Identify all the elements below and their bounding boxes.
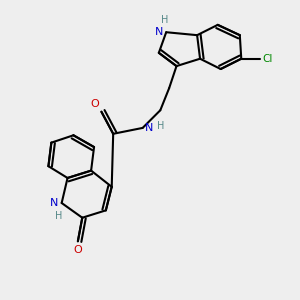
Text: N: N: [155, 27, 163, 37]
Text: O: O: [90, 99, 99, 109]
Text: H: H: [55, 211, 62, 221]
Text: H: H: [161, 15, 168, 25]
Text: O: O: [74, 245, 82, 255]
Text: Cl: Cl: [262, 54, 272, 64]
Text: N: N: [145, 123, 153, 133]
Text: N: N: [50, 198, 59, 208]
Text: H: H: [158, 122, 165, 131]
